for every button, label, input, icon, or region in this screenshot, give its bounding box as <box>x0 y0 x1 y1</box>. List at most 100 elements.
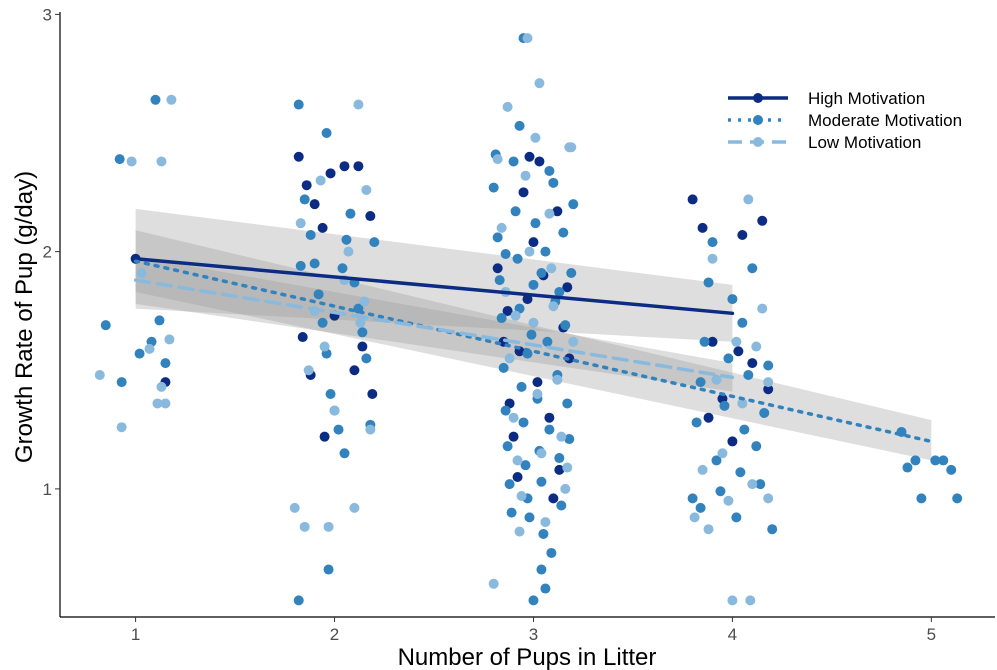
point-moderate-motivation <box>763 360 774 371</box>
fit-line-high-motivation <box>133 256 735 316</box>
point-low-motivation <box>496 222 507 233</box>
point-moderate-motivation <box>755 479 766 490</box>
point-moderate-motivation <box>566 267 577 278</box>
point-high-motivation <box>528 237 539 248</box>
point-low-motivation <box>160 398 171 409</box>
point-low-motivation <box>319 341 330 352</box>
point-high-motivation <box>534 156 545 167</box>
point-moderate-motivation <box>759 407 770 418</box>
point-low-motivation <box>156 381 167 392</box>
point-moderate-motivation <box>564 434 575 445</box>
point-moderate-motivation <box>699 336 710 347</box>
point-moderate-motivation <box>554 453 565 464</box>
y-tick-label: 3 <box>43 5 52 24</box>
point-moderate-motivation <box>309 258 320 269</box>
point-moderate-motivation <box>695 502 706 513</box>
point-low-motivation <box>566 142 577 153</box>
point-high-motivation <box>492 263 503 274</box>
point-moderate-motivation <box>558 227 569 238</box>
point-moderate-motivation <box>512 253 523 264</box>
x-tick-label: 2 <box>330 625 339 644</box>
point-low-motivation <box>757 303 768 314</box>
point-moderate-motivation <box>735 467 746 478</box>
point-moderate-motivation <box>305 230 316 241</box>
point-low-motivation <box>560 483 571 494</box>
point-high-motivation <box>562 282 573 293</box>
point-low-motivation <box>94 370 105 380</box>
point-moderate-motivation <box>496 313 507 324</box>
point-high-motivation <box>508 431 519 442</box>
point-high-motivation <box>757 215 768 226</box>
point-moderate-motivation <box>504 479 515 490</box>
point-low-motivation <box>707 253 718 264</box>
point-high-motivation <box>733 346 744 357</box>
point-moderate-motivation <box>116 377 127 388</box>
point-high-motivation <box>532 377 543 388</box>
point-moderate-motivation <box>114 154 125 165</box>
point-low-motivation <box>359 296 370 307</box>
point-moderate-motivation <box>323 564 334 575</box>
point-moderate-motivation <box>339 448 350 459</box>
point-moderate-motivation <box>938 455 949 466</box>
point-moderate-motivation <box>498 362 509 373</box>
point-moderate-motivation <box>711 455 722 466</box>
point-low-motivation <box>522 33 533 44</box>
point-moderate-motivation <box>554 286 565 297</box>
point-low-motivation <box>488 578 499 589</box>
x-tick-label: 3 <box>529 625 538 644</box>
point-low-motivation <box>524 246 535 257</box>
point-low-motivation <box>723 495 734 506</box>
point-low-motivation <box>126 156 137 167</box>
point-high-motivation <box>512 472 523 483</box>
point-moderate-motivation <box>727 294 738 305</box>
point-moderate-motivation <box>500 405 511 416</box>
point-moderate-motivation <box>538 528 549 539</box>
point-moderate-motivation <box>930 455 941 466</box>
legend-marker-moderate-motivation <box>753 115 763 125</box>
point-moderate-motivation <box>317 317 328 328</box>
point-moderate-motivation <box>160 358 171 369</box>
point-moderate-motivation <box>687 493 698 504</box>
point-low-motivation <box>295 218 306 229</box>
point-moderate-motivation <box>321 128 332 138</box>
point-high-motivation <box>703 412 714 423</box>
x-tick-label: 4 <box>728 625 737 644</box>
point-low-motivation <box>116 422 127 433</box>
point-moderate-motivation <box>100 320 111 331</box>
point-high-motivation <box>319 431 330 442</box>
point-moderate-motivation <box>299 194 310 205</box>
point-low-motivation <box>508 412 519 423</box>
point-low-motivation <box>568 336 579 347</box>
point-low-motivation <box>763 493 774 504</box>
x-tick-label: 5 <box>927 625 936 644</box>
point-low-motivation <box>562 462 573 473</box>
point-low-motivation <box>745 595 756 606</box>
point-low-motivation <box>504 353 515 364</box>
point-high-motivation <box>367 388 378 399</box>
x-tick-label: 1 <box>131 625 140 644</box>
point-moderate-motivation <box>494 275 505 286</box>
point-moderate-motivation <box>737 317 748 328</box>
point-high-motivation <box>687 194 698 205</box>
fit-line-low-motivation <box>133 278 735 380</box>
point-moderate-motivation <box>743 370 754 380</box>
point-moderate-motivation <box>516 381 527 392</box>
point-moderate-motivation <box>703 277 714 288</box>
point-low-motivation <box>528 317 539 328</box>
point-low-motivation <box>534 78 545 89</box>
point-moderate-motivation <box>508 156 519 167</box>
point-low-motivation <box>353 99 364 110</box>
point-moderate-motivation <box>739 424 750 435</box>
point-high-motivation <box>353 161 364 172</box>
point-moderate-motivation <box>719 400 730 411</box>
point-moderate-motivation <box>313 289 324 300</box>
point-low-motivation <box>349 502 360 513</box>
point-high-motivation <box>522 294 533 305</box>
point-moderate-motivation <box>337 263 348 274</box>
y-tick-label: 1 <box>43 480 52 499</box>
point-moderate-motivation <box>295 260 306 271</box>
point-moderate-motivation <box>293 595 304 606</box>
point-moderate-motivation <box>556 500 567 511</box>
point-moderate-motivation <box>154 315 165 326</box>
